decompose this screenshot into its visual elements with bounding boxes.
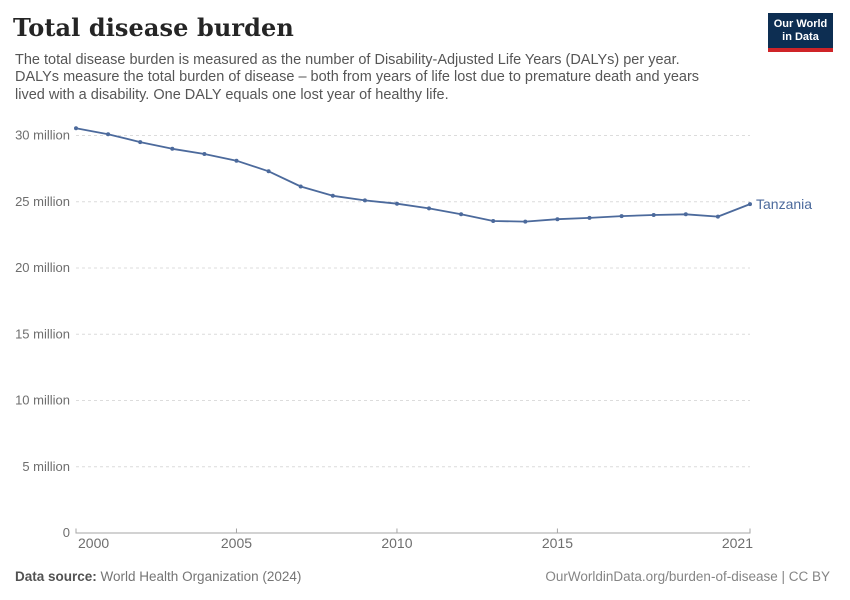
trend-line [75, 127, 751, 223]
x-axis-label: 2000 [78, 535, 109, 551]
data-point [234, 158, 239, 163]
y-axis-label: 5 million [22, 459, 70, 474]
data-point [138, 140, 143, 145]
data-point [459, 212, 464, 217]
data-point [715, 214, 720, 219]
data-point [106, 132, 111, 137]
chart-subtitle-line: DALYs measure the total burden of diseas… [15, 69, 700, 86]
data-point [427, 206, 431, 211]
entity-label: Tanzania [756, 196, 812, 212]
data-point [266, 169, 271, 174]
y-axis-label: 25 million [15, 194, 70, 209]
footer-link[interactable]: OurWorldinData.org/burden-of-disease | C… [545, 569, 830, 584]
page-title: Total disease burden [13, 13, 294, 42]
data-point [523, 219, 528, 224]
data-point [555, 217, 560, 222]
owid-logo-line2: in Data [782, 30, 819, 43]
data-source-label: Data source: [15, 569, 97, 584]
y-axis-label: 15 million [15, 326, 70, 341]
x-axis-label: 2010 [381, 535, 412, 551]
data-point [748, 202, 752, 207]
data-point [683, 212, 688, 217]
data-point [619, 214, 624, 219]
chart-subtitle-line: lived with a disability. One DALY equals… [15, 86, 449, 103]
data-point [362, 198, 367, 203]
data-point [587, 215, 592, 220]
y-axis-label: 30 million [15, 128, 70, 143]
x-axis-label: 2005 [221, 535, 252, 551]
x-axis-label: 2015 [542, 535, 573, 551]
data-point [651, 213, 656, 217]
data-point [491, 219, 496, 223]
data-point [202, 152, 207, 156]
owid-logo[interactable]: Our World in Data [768, 13, 833, 52]
data-point [74, 126, 78, 131]
data-point [170, 146, 175, 151]
chart-subtitle: The total disease burden is measured as … [15, 52, 699, 104]
data-point [395, 201, 399, 206]
data-point [330, 193, 335, 198]
y-axis-label: 10 million [15, 393, 70, 408]
chart-subtitle-line: The total disease burden is measured as … [15, 52, 680, 68]
x-axis-label: 2021 [722, 535, 753, 551]
owid-logo-line1: Our World [773, 17, 828, 30]
y-axis-label: 20 million [15, 260, 70, 275]
data-point [298, 184, 303, 189]
data-source-value: World Health Organization (2024) [96, 569, 302, 584]
y-axis-label: 0 [63, 525, 70, 540]
data-source: Data source: World Health Organization (… [15, 569, 301, 584]
